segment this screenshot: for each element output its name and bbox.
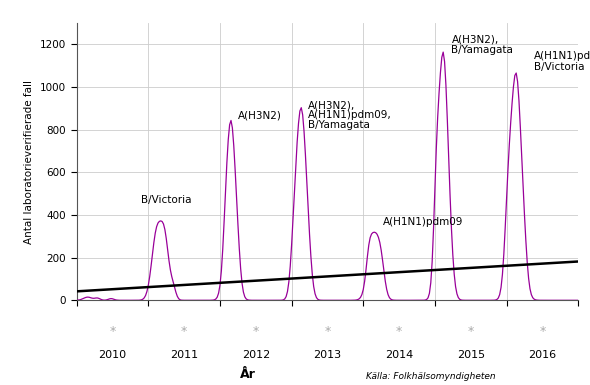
Text: 2016: 2016 (528, 350, 556, 360)
Text: *: * (539, 325, 546, 338)
Text: A(H3N2),: A(H3N2), (451, 34, 499, 44)
Text: *: * (468, 325, 474, 338)
Text: *: * (181, 325, 187, 338)
Text: 2011: 2011 (170, 350, 198, 360)
Text: A(H3N2),: A(H3N2), (308, 100, 355, 110)
Text: 2013: 2013 (313, 350, 342, 360)
Text: *: * (396, 325, 402, 338)
Text: B/Yamagata: B/Yamagata (308, 120, 370, 130)
Text: B/Victoria: B/Victoria (142, 196, 192, 206)
Text: 2015: 2015 (457, 350, 485, 360)
Text: A(H1N1)pdm09: A(H1N1)pdm09 (382, 217, 463, 227)
Text: A(H1N1)pdm09,: A(H1N1)pdm09, (308, 110, 392, 120)
Text: A(H1N1)pdm09,: A(H1N1)pdm09, (534, 52, 590, 62)
Text: A(H3N2): A(H3N2) (238, 110, 282, 120)
Text: 2014: 2014 (385, 350, 413, 360)
Y-axis label: Antal laboratorieverifierade fall: Antal laboratorieverifierade fall (24, 80, 34, 244)
Text: 2010: 2010 (99, 350, 127, 360)
Text: *: * (324, 325, 330, 338)
Text: B/Victoria: B/Victoria (534, 62, 585, 72)
Text: *: * (253, 325, 259, 338)
Text: B/Yamagata: B/Yamagata (451, 45, 513, 55)
Text: 2012: 2012 (242, 350, 270, 360)
Text: *: * (109, 325, 116, 338)
Text: År: År (240, 368, 255, 381)
Text: Källa: Folkhälsomyndigheten: Källa: Folkhälsomyndigheten (366, 372, 496, 381)
